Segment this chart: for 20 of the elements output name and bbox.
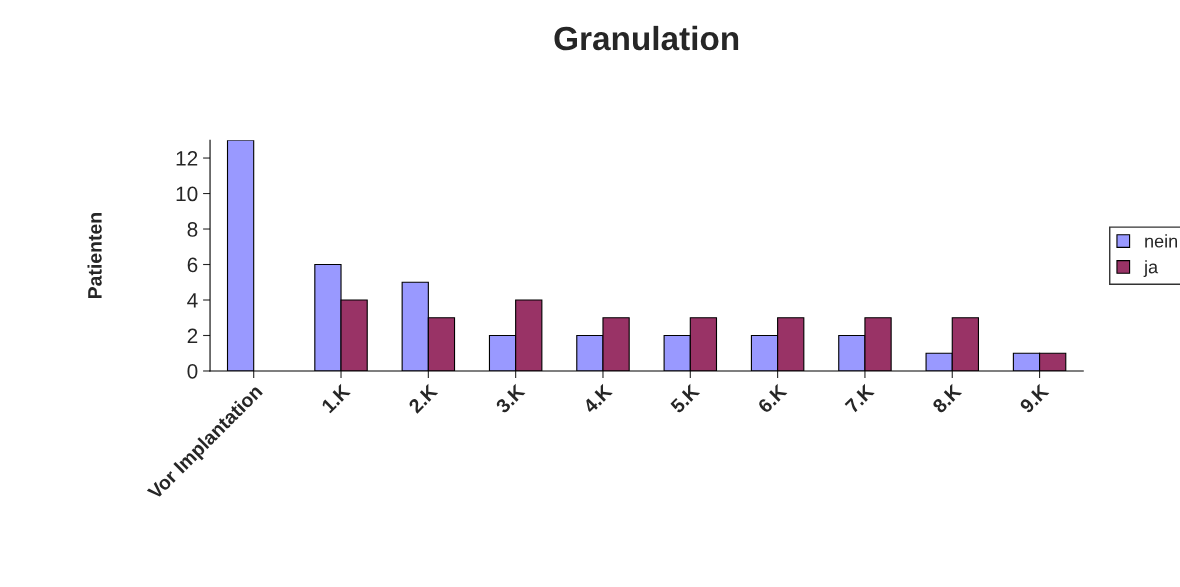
y-axis-title: Patienten — [87, 213, 102, 299]
x-tick-label: 7.K — [844, 383, 875, 414]
x-tick-label: 1.K — [321, 383, 351, 414]
y-tick-label: 10 — [176, 186, 198, 202]
chart-title: Granulation — [554, 25, 739, 51]
y-tick-label: 2 — [187, 328, 198, 344]
x-tick-label: 5.K — [669, 383, 701, 414]
y-tick-label: 12 — [176, 151, 198, 166]
x-tick-label: 9.K — [1019, 383, 1050, 414]
x-tick-label: 8.K — [931, 383, 963, 414]
y-tick-label: 0 — [187, 363, 198, 379]
x-tick-label: 4.K — [582, 383, 613, 414]
y-tick-label: 8 — [187, 222, 198, 237]
x-tick-label: 3.K — [494, 383, 526, 414]
x-tick-label: 2.K — [407, 383, 439, 414]
x-tick-label: 6.K — [757, 383, 788, 414]
legend-label: nein — [1145, 234, 1177, 248]
y-tick-label: 4 — [187, 293, 198, 308]
legend-label: ja — [1143, 260, 1159, 277]
y-tick-label: 6 — [187, 257, 198, 273]
